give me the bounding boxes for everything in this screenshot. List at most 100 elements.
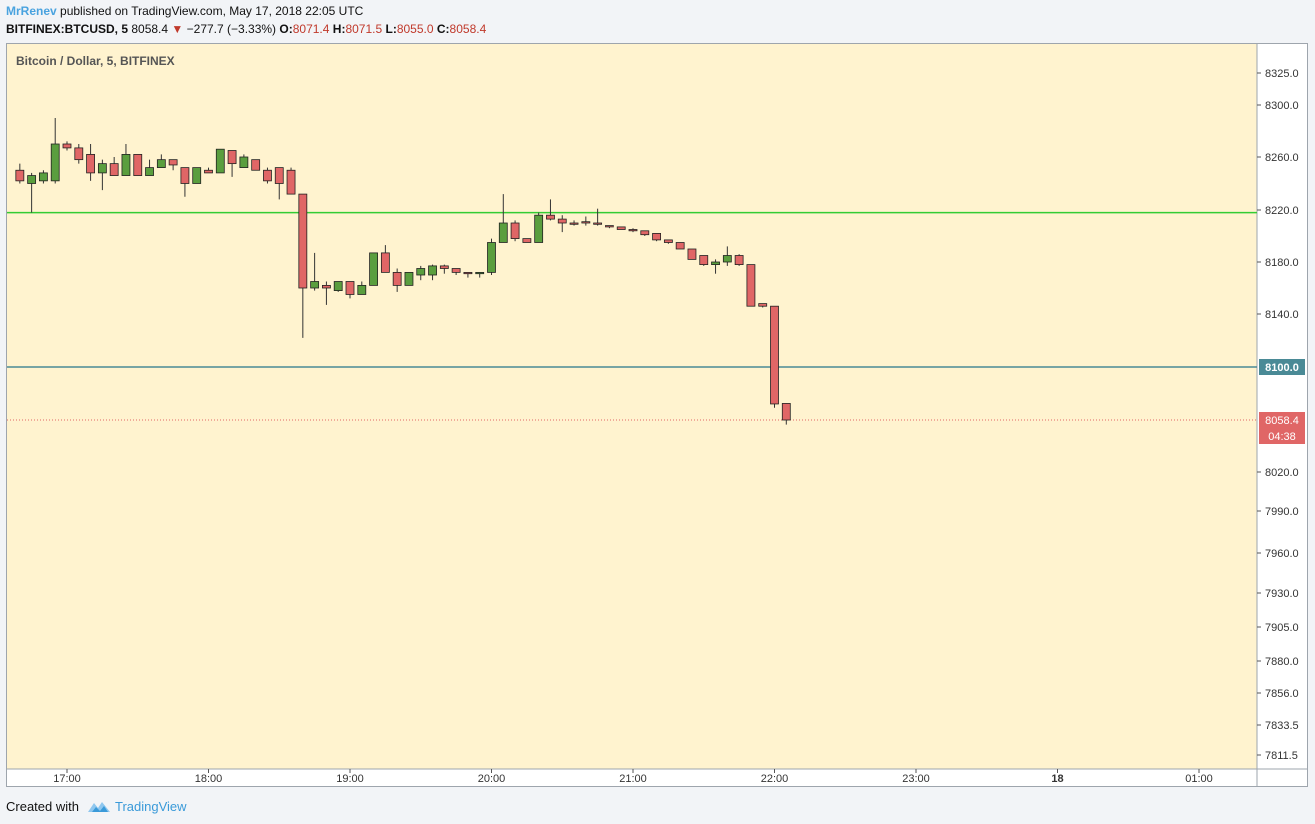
candle[interactable] — [534, 212, 544, 243]
candle[interactable] — [369, 252, 378, 286]
candle[interactable] — [15, 163, 25, 184]
x-tick-label: 19:00 — [336, 773, 364, 785]
candle-body — [39, 172, 48, 182]
candle[interactable] — [192, 167, 202, 184]
y-tick-label: 7833.5 — [1265, 720, 1299, 732]
candle[interactable] — [522, 238, 532, 243]
price-axis[interactable] — [1257, 44, 1307, 769]
candle-body — [510, 222, 520, 239]
candle[interactable] — [322, 281, 331, 305]
candle[interactable] — [404, 271, 414, 286]
candle[interactable] — [392, 268, 402, 292]
candle[interactable] — [652, 232, 661, 242]
level-price-label: 8100.0 — [1265, 362, 1299, 374]
candle[interactable] — [239, 154, 249, 168]
candle-body — [310, 281, 320, 289]
candle-body — [534, 214, 544, 243]
candle[interactable] — [251, 159, 261, 171]
candle[interactable] — [557, 215, 567, 233]
candle[interactable] — [27, 172, 37, 213]
candle[interactable] — [416, 265, 426, 281]
price-change: −277.7 (−3.33%) — [186, 22, 277, 36]
candle[interactable] — [675, 242, 685, 250]
candle[interactable] — [439, 264, 449, 274]
candle[interactable] — [274, 167, 284, 200]
candle-body — [215, 148, 225, 174]
candle-body — [50, 143, 60, 182]
candle[interactable] — [286, 167, 296, 195]
y-tick-label: 8220.0 — [1265, 205, 1299, 217]
candle[interactable] — [380, 245, 390, 273]
candle[interactable] — [298, 193, 308, 338]
candle[interactable] — [227, 150, 237, 177]
candle[interactable] — [168, 159, 178, 171]
candle[interactable] — [463, 271, 473, 278]
candle[interactable] — [663, 239, 673, 244]
candle[interactable] — [121, 144, 131, 176]
candle[interactable] — [711, 259, 720, 274]
tradingview-logo-icon[interactable] — [87, 800, 111, 814]
candle[interactable] — [510, 220, 520, 242]
candle[interactable] — [86, 144, 95, 181]
candle[interactable] — [357, 281, 367, 295]
chart-area[interactable]: 8325.0 8300.0 8260.0 8220.0 8180.0 8140.0 8020… — [6, 43, 1308, 787]
candle[interactable] — [722, 246, 732, 266]
candle[interactable] — [156, 154, 166, 169]
y-tick-label: 8180.0 — [1265, 257, 1299, 269]
time-axis[interactable] — [7, 769, 1307, 786]
ohlc-line: BITFINEX:BTCUSD, 5 8058.4 ▼ −277.7 (−3.3… — [6, 23, 486, 36]
candle[interactable] — [770, 305, 779, 408]
candle[interactable] — [39, 170, 48, 184]
candle[interactable] — [758, 303, 768, 308]
candle[interactable] — [593, 208, 603, 226]
candlestick-chart[interactable]: 8325.0 8300.0 8260.0 8220.0 8180.0 8140.0 8020… — [7, 44, 1307, 786]
candle[interactable] — [50, 118, 60, 184]
candle[interactable] — [734, 254, 744, 266]
candle[interactable] — [628, 228, 638, 233]
candle[interactable] — [428, 264, 437, 281]
candle[interactable] — [145, 159, 154, 176]
plot-background — [7, 44, 1257, 769]
candle[interactable] — [687, 248, 697, 260]
candle-body — [463, 271, 473, 275]
last-price: 8058.4 — [131, 22, 169, 36]
candle[interactable] — [133, 154, 143, 176]
candle[interactable] — [781, 403, 791, 425]
candle[interactable] — [215, 148, 225, 174]
candle[interactable] — [640, 230, 650, 236]
open-value: 8071.4 — [292, 22, 330, 36]
candle[interactable] — [605, 225, 614, 229]
candle[interactable] — [62, 141, 72, 151]
y-tick-label: 7960.0 — [1265, 548, 1299, 560]
candle-body — [758, 303, 768, 307]
candle-body — [605, 225, 614, 228]
candle[interactable] — [746, 264, 756, 307]
candle[interactable] — [204, 167, 213, 174]
tradingview-brand-link[interactable]: TradingView — [114, 799, 187, 814]
x-tick-label: 21:00 — [619, 773, 647, 785]
candle-body — [487, 242, 496, 273]
candle-body — [121, 154, 131, 176]
candle[interactable] — [569, 220, 579, 226]
candle[interactable] — [546, 199, 555, 221]
candle[interactable] — [451, 268, 461, 276]
candle[interactable] — [487, 238, 496, 275]
candle[interactable] — [310, 252, 320, 291]
candle[interactable] — [475, 271, 485, 278]
candle[interactable] — [581, 216, 591, 226]
candle[interactable] — [345, 281, 355, 299]
candle[interactable] — [97, 159, 107, 191]
candle[interactable] — [699, 255, 709, 266]
chart-title: Bitcoin / Dollar, 5, BITFINEX — [16, 54, 175, 68]
candle[interactable] — [180, 167, 190, 197]
candle[interactable] — [74, 144, 84, 164]
candle[interactable] — [333, 281, 343, 292]
close-label: C: — [436, 22, 450, 36]
candle-body — [192, 167, 202, 184]
candle[interactable] — [109, 157, 119, 176]
candle[interactable] — [263, 167, 272, 184]
author-link[interactable]: MrRenev — [6, 4, 57, 18]
candle[interactable] — [616, 226, 626, 230]
candle[interactable] — [498, 194, 508, 243]
candle-body — [640, 230, 650, 236]
